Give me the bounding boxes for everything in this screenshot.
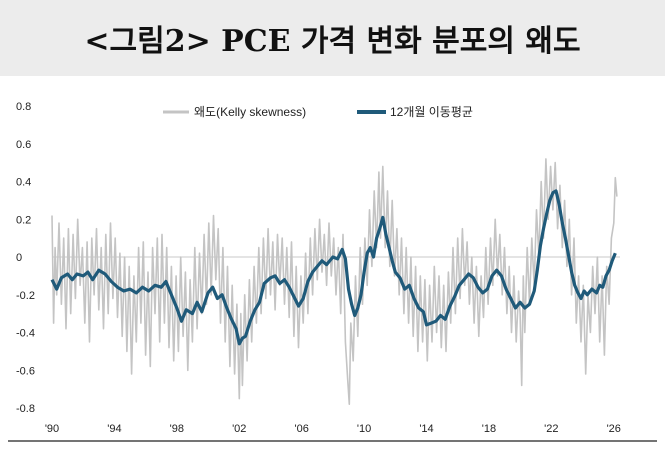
y-tick-label: 0.6 [16,139,31,151]
x-tick-label: '14 [419,423,433,435]
legend-label-ma: 12개월 이동평균 [390,105,473,119]
y-axis: 0.8 0.6 0.4 0.2 0 -0.2 -0.4 -0.6 -0.8 [16,101,35,415]
y-tick-label: -0.8 [16,403,35,415]
x-axis: '90 '94 '98 '02 '06 '10 '14 '18 '22 '26 [8,423,657,442]
x-tick-label: '98 [170,423,184,435]
y-tick-label: 0.2 [16,214,31,226]
x-tick-label: '18 [482,423,496,435]
chart-title: <그림2> PCE 가격 변화 분포의 왜도 [84,24,581,59]
series-line-moving-average [50,189,617,346]
series-line-skewness [51,158,618,405]
x-tick-label: '02 [232,423,246,435]
title-bar: <그림2> PCE 가격 변화 분포의 왜도 [0,0,665,76]
x-tick-label: '22 [544,423,558,435]
y-tick-label: 0.4 [16,177,31,189]
legend-label-raw: 왜도(Kelly skewness) [194,105,306,119]
x-tick-label: '06 [294,423,308,435]
x-tick-label: '10 [357,423,371,435]
y-tick-label: -0.6 [16,365,35,377]
y-tick-label: 0 [16,252,22,264]
plot-area [50,158,620,405]
x-tick-label: '90 [45,423,59,435]
x-tick-label: '94 [107,423,121,435]
legend: 왜도(Kelly skewness) 12개월 이동평균 [163,105,473,119]
skewness-chart: 왜도(Kelly skewness) 12개월 이동평균 0.80.60.40.… [8,101,657,442]
y-tick-label: -0.2 [16,290,35,302]
y-tick-label: -0.4 [16,328,35,340]
x-tick-label: '26 [607,423,621,435]
y-tick-label: 0.8 [16,101,31,113]
